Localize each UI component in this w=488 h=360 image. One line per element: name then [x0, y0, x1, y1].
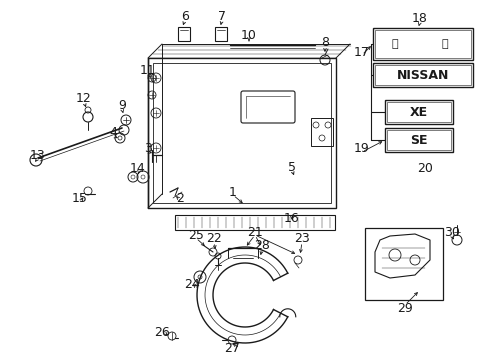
Text: 26: 26 [154, 325, 169, 338]
Text: 18: 18 [411, 12, 427, 24]
Text: 9: 9 [118, 99, 126, 112]
Text: 19: 19 [353, 141, 369, 154]
Bar [384, 100, 452, 124]
Text: 2: 2 [176, 192, 183, 204]
Text: 29: 29 [396, 302, 412, 315]
Bar [310, 118, 332, 146]
Text: 12: 12 [76, 91, 92, 104]
Bar [374, 30, 470, 58]
Text: 4: 4 [109, 126, 117, 139]
Bar [148, 58, 335, 208]
Text: 10: 10 [241, 28, 256, 41]
Text: 13: 13 [30, 149, 46, 162]
Text: XE: XE [409, 105, 427, 118]
Bar [364, 228, 442, 300]
Bar [178, 27, 190, 41]
Text: 16: 16 [284, 212, 299, 225]
Text: 11: 11 [140, 63, 156, 77]
Bar [386, 130, 450, 150]
Text: 6: 6 [181, 9, 188, 23]
Text: 22: 22 [206, 231, 222, 244]
Bar [372, 28, 472, 60]
Bar [215, 27, 226, 41]
Text: 30: 30 [443, 225, 459, 239]
Text: 17: 17 [353, 45, 369, 59]
Text: 27: 27 [224, 342, 240, 355]
Bar [386, 102, 450, 122]
Text: 24: 24 [184, 279, 200, 292]
Text: 28: 28 [254, 239, 269, 252]
Bar [372, 63, 472, 87]
Bar [374, 65, 470, 85]
Text: SE: SE [409, 134, 427, 147]
Text: 14: 14 [130, 162, 145, 175]
Bar [384, 128, 452, 152]
Text: 亓: 亓 [441, 39, 447, 49]
Text: 亓: 亓 [391, 39, 398, 49]
Text: 20: 20 [416, 162, 432, 175]
Bar [153, 63, 330, 203]
Text: NISSAN: NISSAN [396, 68, 448, 81]
Text: 8: 8 [320, 36, 328, 49]
Text: 25: 25 [188, 229, 203, 242]
Text: 3: 3 [144, 141, 152, 154]
Text: 7: 7 [218, 9, 225, 23]
Text: 21: 21 [246, 225, 263, 239]
Text: 5: 5 [287, 161, 295, 174]
Bar [175, 215, 334, 230]
Text: 23: 23 [293, 231, 309, 244]
Text: 1: 1 [228, 185, 237, 198]
Text: 15: 15 [72, 192, 88, 204]
